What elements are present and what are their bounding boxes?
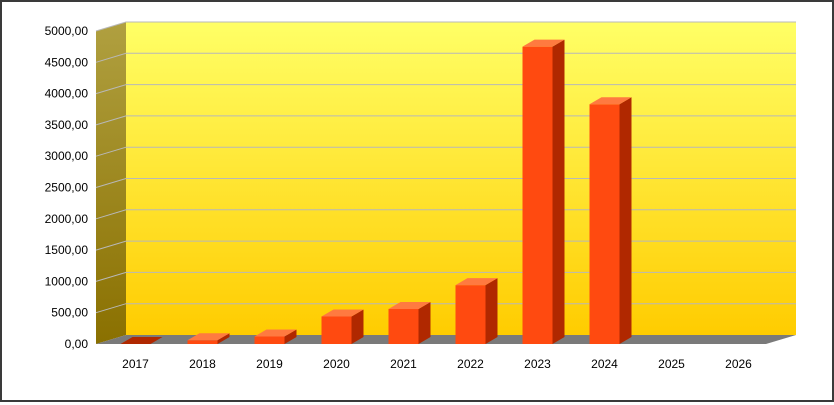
bar-front bbox=[589, 104, 620, 344]
x-tick-label: 2022 bbox=[457, 357, 484, 371]
bar-side bbox=[485, 278, 498, 344]
y-tick-label: 1500,00 bbox=[45, 243, 89, 257]
gridlines bbox=[95, 21, 796, 314]
bar-front bbox=[321, 316, 352, 344]
x-tick-label: 2019 bbox=[256, 357, 283, 371]
y-axis: 0,00 500,00 1000,00 1500,00 2000,00 2500,00 30… bbox=[45, 24, 89, 351]
gridline bbox=[95, 115, 796, 126]
bar-side bbox=[619, 97, 632, 344]
gridline bbox=[95, 303, 796, 314]
bar-2021 bbox=[388, 301, 431, 344]
bar-2018 bbox=[187, 333, 230, 344]
x-tick-label: 2023 bbox=[524, 357, 551, 371]
y-tick-label: 1000,00 bbox=[45, 274, 89, 288]
x-tick-label: 2020 bbox=[323, 357, 350, 371]
bar-front bbox=[455, 285, 486, 344]
bar-2024 bbox=[589, 97, 632, 344]
bar-side bbox=[552, 39, 565, 345]
y-tick-label: 5000,00 bbox=[45, 24, 89, 38]
gridline bbox=[95, 240, 796, 251]
bar-top bbox=[388, 301, 431, 309]
y-tick-label: 3000,00 bbox=[45, 149, 89, 163]
bar-front bbox=[254, 336, 285, 344]
y-tick-label: 4500,00 bbox=[45, 55, 89, 69]
bar-top bbox=[254, 329, 297, 337]
bars bbox=[120, 39, 632, 345]
bar-2017 bbox=[120, 337, 163, 344]
y-tick-label: 0,00 bbox=[65, 337, 89, 351]
bar-front bbox=[388, 308, 419, 344]
x-tick-label: 2017 bbox=[122, 357, 149, 371]
x-tick-label: 2025 bbox=[658, 357, 685, 371]
gridline bbox=[95, 84, 796, 95]
y-tick-label: 2000,00 bbox=[45, 212, 89, 226]
bar-top bbox=[522, 39, 565, 47]
x-tick-label: 2018 bbox=[189, 357, 216, 371]
gridline bbox=[95, 178, 796, 188]
x-tick-label: 2021 bbox=[390, 357, 417, 371]
y-tick-label: 500,00 bbox=[51, 306, 88, 320]
y-tick-label: 2500,00 bbox=[45, 181, 89, 195]
bar-side bbox=[351, 309, 364, 344]
bar-side bbox=[217, 333, 230, 344]
bar-chart: 0,00 500,00 1000,00 1500,00 2000,00 2500,00 30… bbox=[45, 21, 796, 371]
gridline bbox=[95, 146, 796, 157]
bar-top bbox=[589, 97, 632, 105]
bar-top bbox=[321, 309, 364, 317]
y-tick-label: 3500,00 bbox=[45, 118, 89, 132]
bar-top bbox=[455, 278, 498, 286]
bar-2019 bbox=[254, 329, 297, 344]
bar-front bbox=[187, 340, 218, 344]
bar-2020 bbox=[321, 309, 364, 344]
gridline bbox=[95, 209, 796, 220]
gridline bbox=[95, 52, 796, 63]
bar-top bbox=[187, 333, 230, 341]
bar-side bbox=[284, 329, 297, 344]
gridline bbox=[95, 271, 796, 282]
bar-2023 bbox=[522, 39, 565, 345]
bar-2022 bbox=[455, 278, 498, 344]
x-axis: 2017 2018 2019 2020 2021 2022 2023 2024 2025 2026 bbox=[122, 357, 752, 371]
x-tick-label: 2024 bbox=[591, 357, 618, 371]
y-tick-label: 4000,00 bbox=[45, 87, 89, 101]
bar-side bbox=[418, 301, 431, 344]
bar-front bbox=[522, 46, 553, 345]
x-tick-label: 2026 bbox=[725, 357, 752, 371]
gridline bbox=[95, 21, 796, 32]
